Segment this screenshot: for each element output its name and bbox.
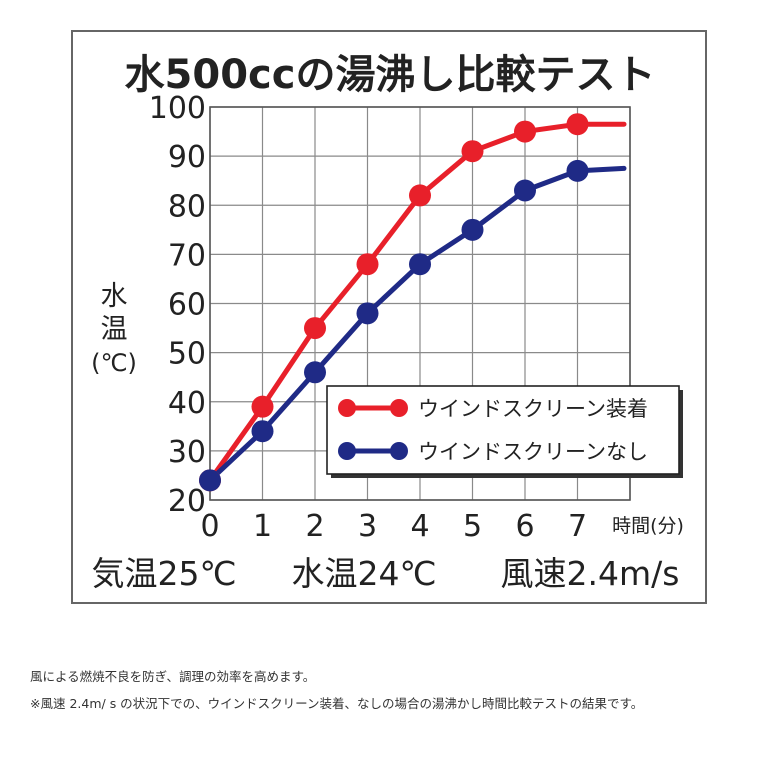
chart: 水500ccの湯沸し比較テスト 20 30 40 50 60 70 80 90 100 0 1 2 3 4 5… [91, 52, 684, 593]
y-tick-label: 20 [168, 484, 206, 519]
x-tick-label: 3 [358, 509, 377, 544]
series-1-point [566, 113, 589, 136]
series-2-point [461, 218, 484, 241]
x-tick-label: 0 [200, 509, 219, 544]
x-tick-label: 7 [568, 509, 587, 544]
legend-box [326, 385, 680, 475]
series-1-point [251, 395, 274, 418]
series-1-point [461, 140, 484, 163]
series-2-point [199, 469, 221, 492]
series-2-point [409, 253, 431, 276]
y-tick-label: 90 [168, 140, 206, 175]
series-2-point [304, 361, 326, 384]
y-tick-label: 60 [168, 288, 206, 323]
caption-line-1: 風による燃焼不良を防ぎ、調理の効率を高めます。 [30, 669, 316, 684]
x-tick-label: 5 [463, 509, 482, 544]
series-2-point [251, 420, 274, 443]
y-tick-label: 40 [168, 386, 206, 421]
x-axis-label: 時間(分) [612, 515, 684, 537]
series-1-point [356, 253, 379, 276]
legend-marker-2 [338, 442, 356, 460]
series-1-point [409, 184, 431, 207]
y-tick-label: 30 [168, 435, 206, 470]
y-axis-label: 水 [101, 281, 128, 312]
y-axis-label: (℃) [91, 349, 137, 377]
legend-label-1: ウインドスクリーン装着 [418, 397, 648, 421]
chart-title: 水500ccの湯沸し比較テスト [125, 52, 656, 98]
y-tick-label: 50 [168, 337, 206, 372]
legend-marker-1 [338, 399, 356, 417]
x-tick-label: 4 [410, 509, 429, 544]
series-1-point [514, 120, 536, 143]
series-1-point [304, 317, 326, 340]
series-2-point [514, 179, 536, 202]
caption-line-2: ※風速 2.4m/ s の状況下での、ウインドスクリーン装着、なしの場合の湯沸か… [30, 696, 644, 711]
series-2-point [566, 159, 589, 182]
x-tick-label: 2 [305, 509, 324, 544]
condition-label-1: 気温25℃ [91, 554, 236, 593]
legend-marker-1 [390, 399, 408, 417]
condition-label-2: 水温24℃ [291, 554, 436, 593]
legend-label-2: ウインドスクリーンなし [418, 440, 648, 464]
series-2-point [356, 302, 379, 325]
y-tick-label: 100 [149, 91, 206, 126]
legend-marker-2 [390, 442, 408, 460]
y-axis-label: 温 [101, 314, 128, 345]
y-tick-label: 70 [168, 238, 206, 273]
x-tick-label: 1 [253, 509, 272, 544]
x-tick-label: 6 [515, 509, 534, 544]
condition-label-3: 風速2.4m/s [501, 554, 680, 593]
y-tick-label: 80 [168, 189, 206, 224]
plot-border [209, 106, 631, 501]
